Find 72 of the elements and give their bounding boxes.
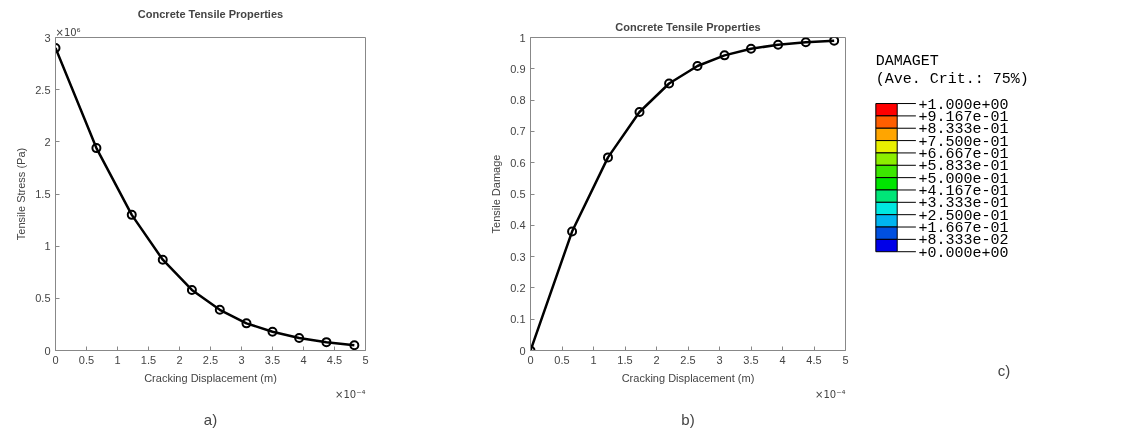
x-tick-label: 2.5 <box>202 353 219 366</box>
chart-title: Concrete Tensile Properties <box>615 20 761 33</box>
x-tick-label: 1 <box>590 353 597 366</box>
x-tick-label: 1.5 <box>140 353 157 366</box>
point <box>773 39 784 50</box>
x-tick-label: 0 <box>527 353 534 366</box>
point <box>321 337 332 348</box>
text: ×10⁻⁴ <box>335 388 366 400</box>
text: b) <box>681 410 695 428</box>
y-tick-label: 0.6 <box>510 156 526 169</box>
point <box>634 107 645 117</box>
x-axis-title: Cracking Displacement (m) <box>144 371 277 384</box>
point <box>157 254 168 265</box>
text: DAMAGET <box>875 53 939 71</box>
x-tick-label: 2.5 <box>680 353 696 366</box>
x-tick-label: 3.5 <box>264 353 281 366</box>
x-axis-title: Cracking Displacement (m) <box>621 371 755 384</box>
x-tick-label: 4.5 <box>806 353 822 366</box>
x-tick-label: 2 <box>176 353 183 366</box>
y-tick-label: 3 <box>44 31 51 44</box>
point <box>294 332 305 343</box>
chart-title: Concrete Tensile Properties <box>137 7 284 20</box>
x-tick-label: 1.5 <box>617 353 633 366</box>
y-tick-label: 0.9 <box>510 62 526 75</box>
x-tick-label: 3.5 <box>743 353 759 366</box>
y-tick-label: 0.1 <box>510 313 526 326</box>
x-tick-label: 5 <box>362 353 369 366</box>
x-tick-label: 0.5 <box>78 353 95 366</box>
y-tick-label: 0.8 <box>510 94 526 107</box>
point <box>719 50 730 61</box>
point <box>186 284 197 295</box>
y-tick-label: 1 <box>44 240 51 253</box>
y-tick-label: 0.7 <box>510 125 526 138</box>
y-tick-label: 1 <box>519 31 526 44</box>
x-tick-label: 4.5 <box>326 353 343 366</box>
point <box>267 326 278 337</box>
x-tick-label: 5 <box>842 353 849 366</box>
point <box>567 226 578 237</box>
y-tick-label: 0 <box>44 344 51 357</box>
point <box>692 60 703 71</box>
y-axis-title: Tensile Stress (Pa) <box>15 147 28 241</box>
point <box>91 143 102 154</box>
x-tick-label: 3 <box>716 353 723 366</box>
annotation: ×10⁶ <box>55 26 81 38</box>
point <box>664 78 675 89</box>
y-tick-label: 0.4 <box>510 219 526 232</box>
point <box>126 209 137 220</box>
x-tick-label: 4 <box>779 353 786 366</box>
point <box>800 37 811 48</box>
x-tick-label: 2 <box>653 353 660 366</box>
y-axis-title: Tensile Damage <box>490 154 503 234</box>
point <box>746 43 756 54</box>
y-tick-label: 1.5 <box>35 188 51 200</box>
y-tick-label: 0.2 <box>510 281 526 294</box>
text: c) <box>997 361 1011 379</box>
x-tick-label: 0 <box>52 353 59 366</box>
x-tick-label: 0.5 <box>554 353 570 366</box>
y-tick-label: 2.5 <box>35 83 51 96</box>
y-tick-label: 0.5 <box>35 292 51 305</box>
x-tick-label: 1 <box>114 353 121 366</box>
x-tick-label: 4 <box>300 353 307 366</box>
point <box>241 318 252 329</box>
y-tick-label: 0 <box>519 344 526 357</box>
y-tick-label: 0.5 <box>510 188 526 200</box>
y-tick-label: 0.3 <box>510 250 526 263</box>
point <box>602 152 613 163</box>
point <box>214 304 225 315</box>
x-tick-label: 3 <box>238 353 245 366</box>
text: (Ave. Crit.: 75%) <box>875 70 1029 88</box>
y-tick-label: 2 <box>44 135 51 148</box>
text: ×10⁻⁴ <box>815 388 846 400</box>
text: a) <box>203 410 218 428</box>
